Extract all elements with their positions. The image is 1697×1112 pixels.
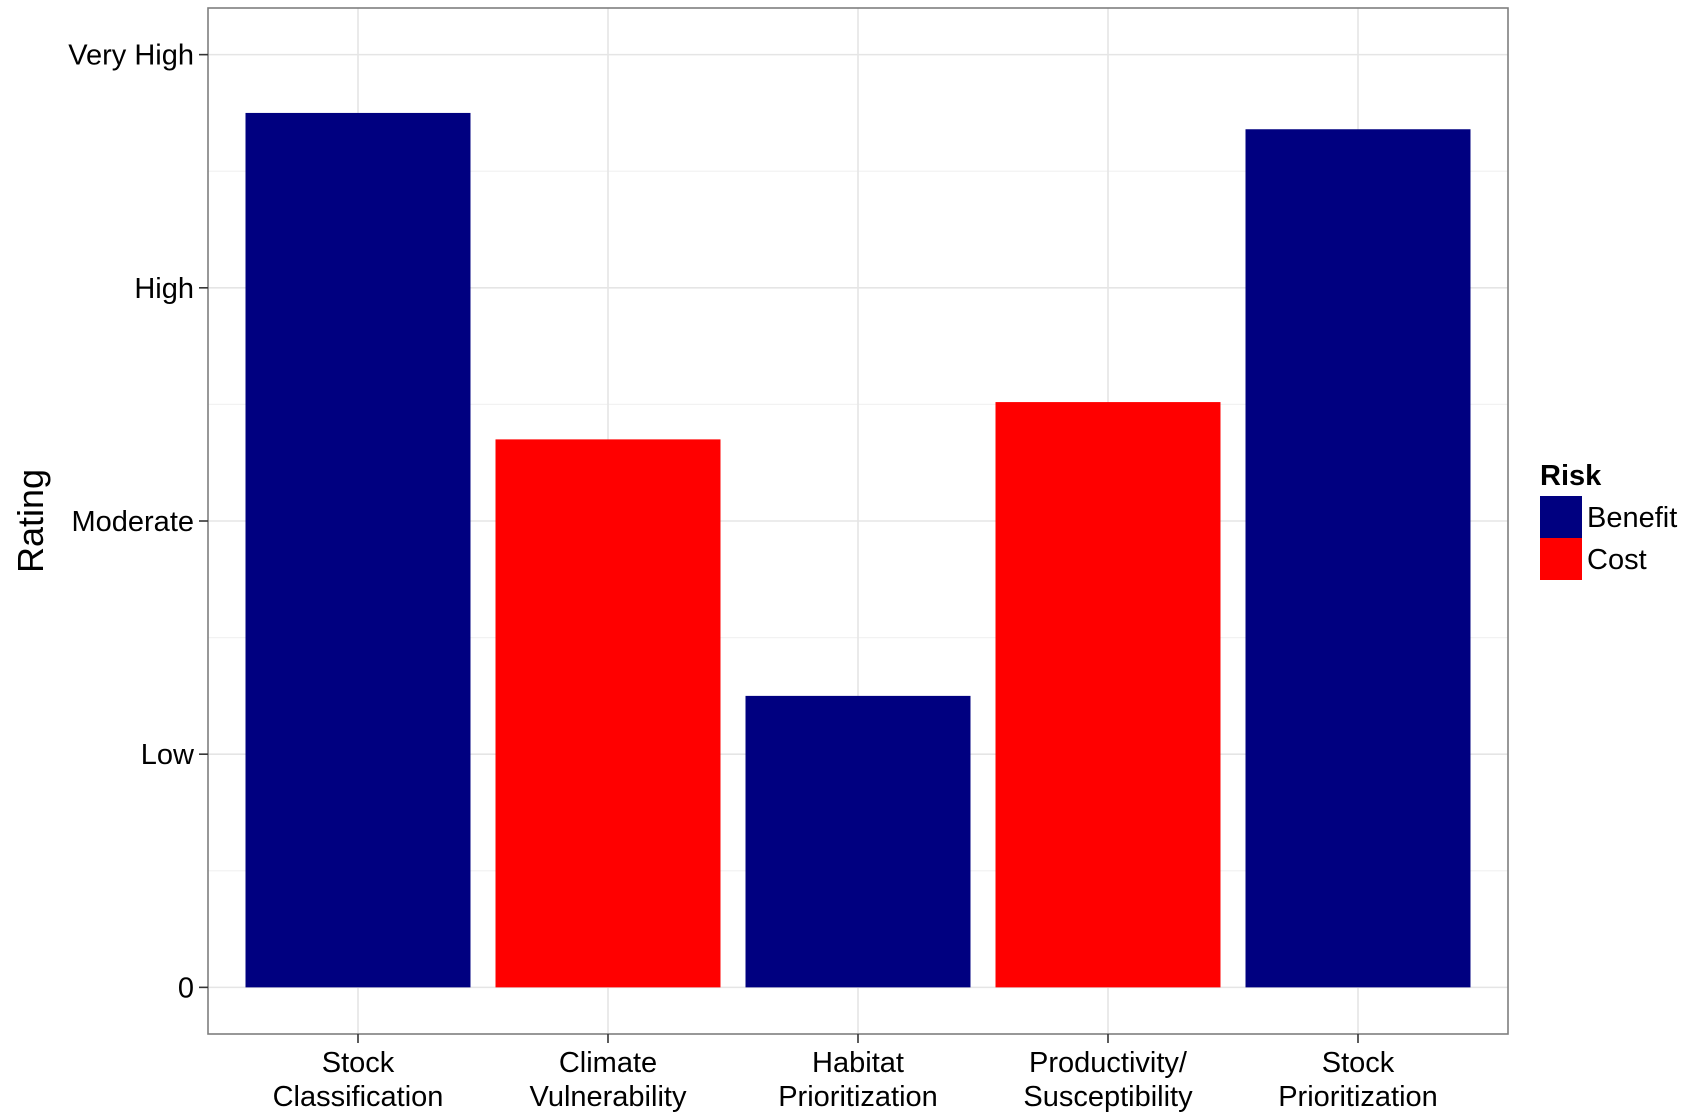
y-axis-title: Rating [10,469,51,573]
x-tick-label: Productivity/Susceptibility [1023,1047,1193,1112]
bar [995,402,1221,988]
bar [245,112,471,988]
legend: Risk Benefit Cost [1540,460,1677,580]
bar [1245,129,1471,988]
x-tick-label: Stock Prioritization [1278,1047,1438,1112]
y-tick-label: 0 [178,972,194,1004]
legend-title: Risk [1540,460,1602,492]
y-tick-label: High [134,273,194,305]
x-tick-label: Climate Vulnerability [530,1047,687,1112]
y-axis: 0 Low Moderate High Very High [68,40,208,1004]
x-tick-label: Stock Classification [273,1047,444,1112]
legend-label: Benefit [1587,502,1677,534]
y-tick-label: Low [141,739,195,771]
bars [245,112,1471,988]
x-axis: Stock Classification Climate Vulnerability H… [273,1034,1438,1112]
bar [745,695,971,988]
legend-label: Cost [1587,544,1647,576]
bar [495,439,721,988]
legend-key-cost [1540,538,1582,580]
x-tick-label: Habitat Prioritization [778,1047,938,1112]
y-tick-label: Moderate [71,506,194,538]
legend-key-benefit [1540,496,1582,538]
y-tick-label: Very High [68,40,194,72]
